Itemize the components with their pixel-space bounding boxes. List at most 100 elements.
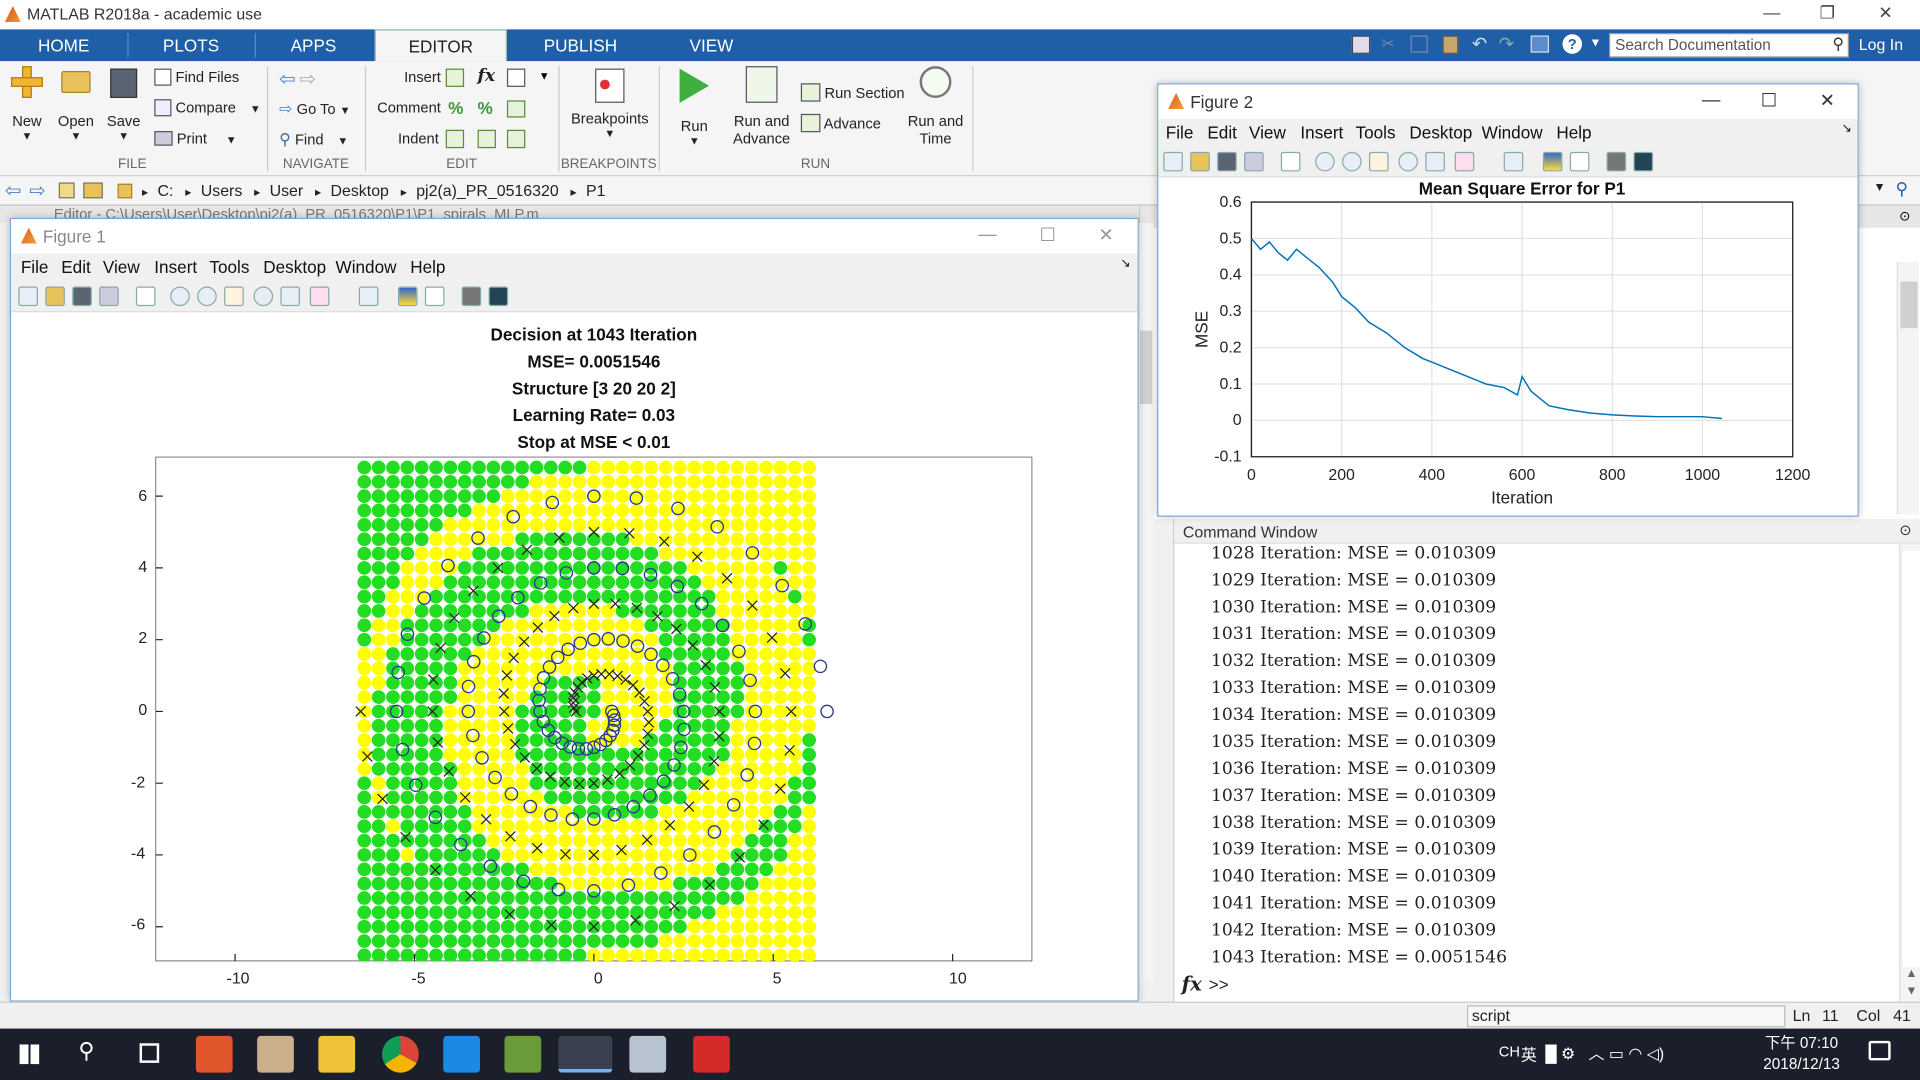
- menu-help[interactable]: Help: [1556, 122, 1592, 143]
- taskbar-app-gray-icon[interactable]: [629, 1035, 667, 1073]
- menu-edit[interactable]: Edit: [1207, 122, 1237, 143]
- open-file-icon[interactable]: [1190, 151, 1210, 172]
- maximize-icon[interactable]: ☐: [1760, 90, 1778, 112]
- link-plot-icon[interactable]: [1503, 151, 1524, 172]
- menu-insert[interactable]: Insert: [1300, 122, 1344, 143]
- close-icon[interactable]: ✕: [1098, 225, 1114, 247]
- address-search-icon[interactable]: ⚲: [1895, 178, 1909, 199]
- new-figure-icon[interactable]: [18, 286, 38, 307]
- help-icon[interactable]: ?: [1562, 34, 1583, 54]
- indent-left-icon[interactable]: [506, 129, 526, 149]
- minimize-icon[interactable]: —: [978, 224, 997, 245]
- taskbar-clock[interactable]: 下午 07:10 2018/12/13: [1763, 1034, 1840, 1073]
- menu-help[interactable]: Help: [410, 257, 446, 277]
- rotate-3d-icon[interactable]: [253, 286, 274, 307]
- pointer-icon[interactable]: [135, 286, 156, 307]
- address-dropdown-icon[interactable]: ▼: [1873, 181, 1886, 195]
- copy-icon[interactable]: [1410, 35, 1428, 53]
- menu-window[interactable]: Window: [335, 257, 397, 277]
- taskbar-app-photos-icon[interactable]: [257, 1035, 294, 1073]
- tab-apps[interactable]: APPS: [290, 35, 337, 56]
- menu-view[interactable]: View: [102, 257, 140, 277]
- minimize-icon[interactable]: —: [1763, 2, 1781, 23]
- colorbar-icon[interactable]: [1542, 151, 1563, 172]
- menu-desktop[interactable]: Desktop: [263, 257, 327, 277]
- breadcrumb-item[interactable]: User: [269, 181, 304, 200]
- dropdown-icon[interactable]: ▼: [538, 69, 550, 83]
- legend-icon[interactable]: [1569, 151, 1590, 172]
- insert-button[interactable]: Insert: [404, 68, 441, 86]
- tab-view[interactable]: VIEW: [689, 35, 734, 56]
- figure-1-window[interactable]: Figure 1 — ☐ ✕ File Edit View Insert Too…: [9, 217, 1139, 1002]
- menu-insert[interactable]: Insert: [154, 257, 198, 277]
- menu-window[interactable]: Window: [1481, 122, 1543, 143]
- save-button[interactable]: Save ▼: [103, 66, 145, 142]
- breadcrumb-item[interactable]: C:: [157, 181, 174, 200]
- colorbar-icon[interactable]: [397, 286, 418, 307]
- arrow-left-icon[interactable]: ⇦: [279, 69, 296, 91]
- tab-publish[interactable]: PUBLISH: [543, 35, 618, 56]
- print-button[interactable]: Print ▼: [154, 130, 237, 147]
- search-icon[interactable]: ⚲: [78, 1038, 95, 1063]
- indent-button[interactable]: Indent: [397, 129, 439, 147]
- tab-plots[interactable]: PLOTS: [162, 35, 220, 56]
- zoom-in-icon[interactable]: [170, 286, 190, 307]
- run-section-button[interactable]: Run Section: [800, 83, 905, 102]
- pointer-icon[interactable]: [1280, 151, 1301, 172]
- find-files-button[interactable]: Find Files: [154, 68, 239, 86]
- open-button[interactable]: Open ▼: [54, 66, 98, 142]
- switch-windows-icon[interactable]: [1530, 35, 1549, 53]
- taskbar-chrome-icon[interactable]: [382, 1035, 419, 1073]
- task-view-icon[interactable]: [139, 1043, 160, 1063]
- rotate-3d-icon[interactable]: [1398, 151, 1418, 172]
- command-scrollbar[interactable]: ▲ ▼: [1899, 543, 1920, 1002]
- run-and-advance-button[interactable]: Run and Advance: [730, 66, 794, 147]
- fx-icon[interactable]: fx: [477, 66, 496, 86]
- windows-start-icon[interactable]: [19, 1044, 40, 1065]
- menu-desktop[interactable]: Desktop: [1409, 122, 1473, 143]
- menu-edit[interactable]: Edit: [61, 257, 91, 277]
- zoom-out-icon[interactable]: [197, 286, 217, 307]
- legend-icon[interactable]: [424, 286, 445, 307]
- mse-line-chart[interactable]: 0 200 400 600 800 1000 1200 0.6 0.5 0.4 0.3 0.2 0.1 0…: [1158, 178, 1857, 516]
- comment-button[interactable]: Comment: [377, 99, 441, 117]
- panel-menu-icon[interactable]: ⊙: [1899, 209, 1911, 225]
- figure-2-window[interactable]: Figure 2 — ☐ ✕ File Edit View Insert Too…: [1157, 83, 1859, 517]
- smart-indent-icon[interactable]: [445, 129, 465, 149]
- panel-options-icon[interactable]: ⊙: [1899, 521, 1912, 539]
- taskbar-file-explorer-icon[interactable]: [318, 1035, 356, 1073]
- tab-editor[interactable]: EDITOR: [374, 29, 507, 62]
- advance-button[interactable]: Advance: [800, 113, 881, 133]
- data-cursor-icon[interactable]: [1425, 151, 1445, 172]
- open-file-icon[interactable]: [45, 286, 65, 307]
- menu-tools[interactable]: Tools: [209, 257, 250, 277]
- back-forward-buttons[interactable]: ⇦ ⇨: [279, 67, 316, 91]
- hide-plot-tools-icon[interactable]: [1606, 151, 1627, 172]
- breadcrumb-item[interactable]: pj2(a)_PR_0516320: [416, 181, 559, 200]
- command-window[interactable]: Command Window ⊙ 1028 Iteration: MSE = 0…: [1173, 519, 1920, 1002]
- maximize-icon[interactable]: ☐: [1039, 225, 1057, 247]
- dock-arrow-icon[interactable]: ↘: [1841, 122, 1852, 136]
- restore-icon[interactable]: ❐: [1819, 2, 1835, 23]
- redo-icon[interactable]: ↷: [1498, 34, 1515, 56]
- comment-percent-icon[interactable]: %: [448, 97, 464, 118]
- taskbar-app-office-icon[interactable]: [195, 1035, 233, 1073]
- search-documentation-input[interactable]: Search Documentation ⚲: [1608, 33, 1849, 58]
- run-button[interactable]: Run ▼: [671, 66, 718, 147]
- zoom-in-icon[interactable]: [1315, 151, 1335, 172]
- system-tray-icons[interactable]: █ ⚙ ︿ ▭ ◠ ◁): [1545, 1044, 1665, 1063]
- minimize-icon[interactable]: —: [1702, 89, 1721, 111]
- print-figure-icon[interactable]: [1244, 151, 1264, 172]
- goto-button[interactable]: ⇨ Go To ▼: [279, 99, 351, 118]
- print-figure-icon[interactable]: [99, 286, 119, 307]
- uncomment-icon[interactable]: %: [477, 97, 493, 118]
- breadcrumb-item[interactable]: Users: [200, 181, 243, 200]
- ime-indicator[interactable]: CH: [1498, 1043, 1521, 1061]
- data-cursor-icon[interactable]: [280, 286, 301, 307]
- run-and-time-button[interactable]: Run and Time: [904, 66, 968, 147]
- find-button[interactable]: ⚲ Find ▼: [279, 129, 349, 149]
- cut-icon[interactable]: ✂: [1381, 34, 1395, 53]
- new-figure-icon[interactable]: [1163, 151, 1183, 172]
- decision-boundary-plot[interactable]: [155, 456, 1033, 962]
- save-icon[interactable]: [1351, 35, 1371, 54]
